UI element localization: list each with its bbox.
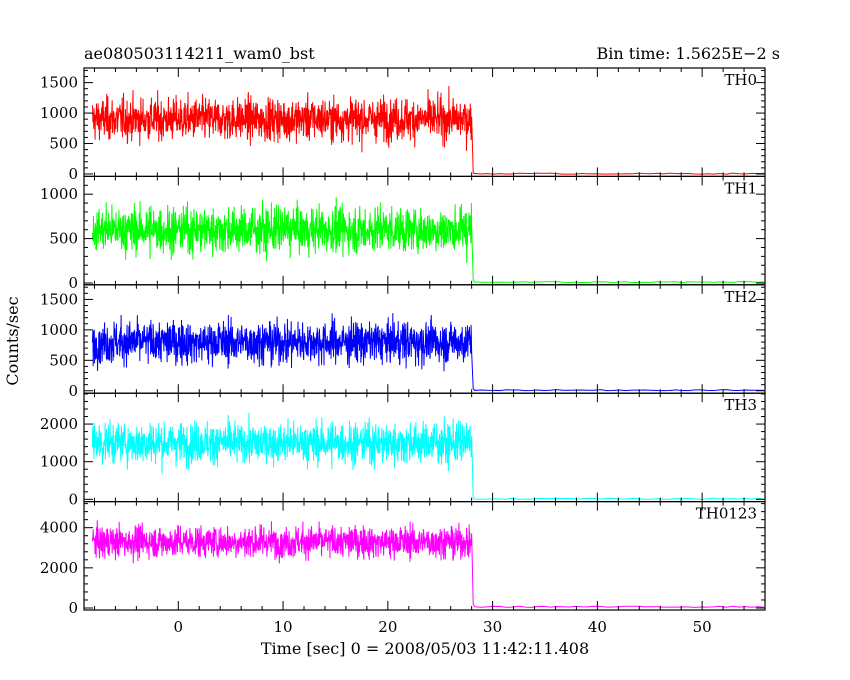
y-tick-label: 0 — [68, 490, 78, 508]
panel-label: TH0 — [724, 71, 757, 89]
y-tick-label: 1000 — [40, 453, 78, 471]
trace-th3 — [91, 412, 765, 500]
panel-th0: 0 500 1000 1500 TH0 — [40, 67, 766, 183]
panel-frame — [83, 501, 766, 611]
y-tick-label: 500 — [49, 135, 78, 153]
panel-label: TH0123 — [696, 505, 757, 523]
y-axis-label: Counts/sec — [3, 296, 22, 385]
y-tick-label: 0 — [68, 599, 78, 617]
y-tick-label: 500 — [49, 351, 78, 369]
panel-th3: 0 1000 2000 TH3 — [40, 392, 766, 508]
x-tick-label: 40 — [588, 618, 607, 636]
panel-label: TH1 — [724, 179, 757, 197]
y-tick-label: 1000 — [40, 104, 78, 122]
observation-id-label: ae080503114211_wam0_bst — [84, 44, 315, 63]
x-tick-label: 20 — [378, 618, 397, 636]
x-axis-label: Time [sec] 0 = 2008/05/03 11:42:11.408 — [261, 639, 589, 658]
panel-th1: 0 500 1000 TH1 — [40, 175, 766, 292]
y-tick-label: 4000 — [40, 519, 78, 537]
panel-label: TH3 — [724, 396, 757, 414]
trace-th0 — [91, 86, 764, 175]
y-tick-label: 1500 — [40, 74, 78, 92]
x-tick-label: 50 — [693, 618, 712, 636]
y-tick-label: 500 — [49, 230, 78, 248]
x-tick-label: 10 — [274, 618, 293, 636]
panel-th0123: 0 2000 4000 TH0123 0 10 20 30 40 50 — [40, 501, 766, 636]
panel-label: TH2 — [724, 288, 757, 306]
panel-th2: 0 500 1000 1500 TH2 — [40, 284, 766, 400]
trace-th2 — [91, 313, 764, 392]
bin-time-label: Bin time: 1.5625E−2 s — [597, 44, 780, 63]
y-tick-label: 0 — [68, 274, 78, 292]
y-tick-label: 2000 — [40, 559, 78, 577]
x-tick-label: 30 — [483, 618, 502, 636]
trace-th0123 — [91, 520, 764, 608]
y-tick-label: 0 — [68, 165, 78, 183]
y-tick-label: 1500 — [40, 290, 78, 308]
y-tick-label: 1000 — [40, 185, 78, 203]
x-tick-label: 0 — [174, 618, 184, 636]
y-tick-label: 1000 — [40, 321, 78, 339]
y-tick-label: 0 — [68, 382, 78, 400]
trace-th1 — [91, 197, 764, 284]
y-tick-label: 2000 — [40, 415, 78, 433]
